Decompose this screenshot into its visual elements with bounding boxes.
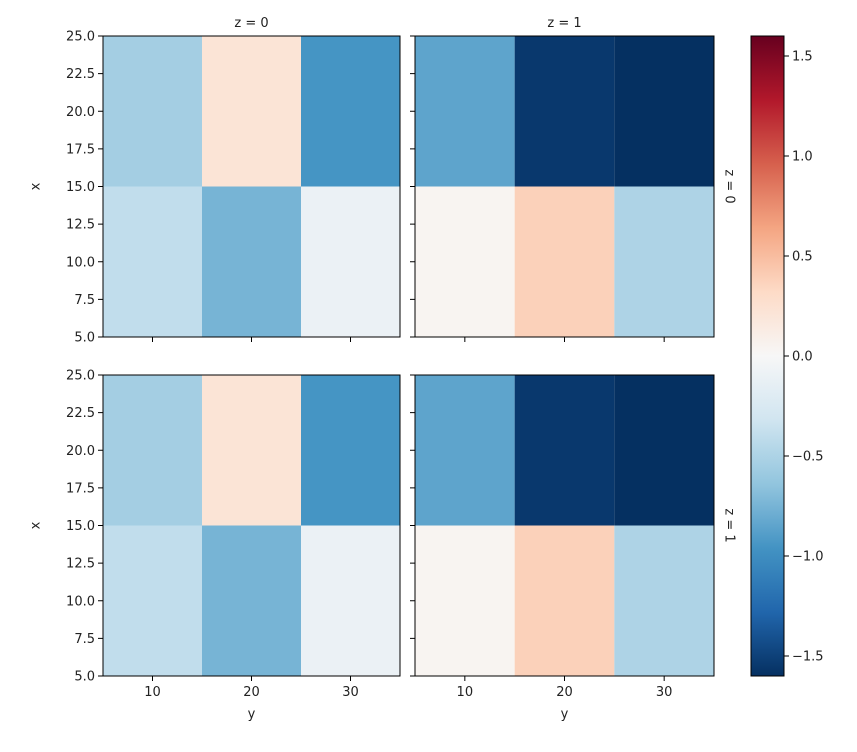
colorbar-tick-label: 1.5 xyxy=(792,50,813,65)
heatmap-cell xyxy=(614,375,714,526)
x-tick-label: 30 xyxy=(342,685,359,700)
x-tick-label: 30 xyxy=(656,685,673,700)
y-axis-label: x xyxy=(29,182,44,190)
heatmap-cell xyxy=(202,525,301,676)
heatmap-cell xyxy=(103,375,202,526)
facet-column-title: z = 0 xyxy=(234,16,268,31)
y-tick-label: 20.0 xyxy=(66,444,95,459)
y-tick-label: 17.5 xyxy=(66,481,95,496)
y-tick-label: 20.0 xyxy=(66,105,95,120)
heatmap-cell xyxy=(103,186,202,337)
x-tick-label: 20 xyxy=(243,685,260,700)
y-tick-label: 25.0 xyxy=(66,30,95,45)
colorbar-tick-label: 0.5 xyxy=(792,250,813,265)
x-axis-label: y xyxy=(561,707,569,722)
facet-column-title: z = 1 xyxy=(547,16,581,31)
colorbar-tick-label: 1.0 xyxy=(792,150,813,165)
y-tick-label: 15.0 xyxy=(66,180,95,195)
heatmap-cell xyxy=(202,375,301,526)
y-tick-label: 10.0 xyxy=(66,594,95,609)
colorbar xyxy=(750,35,785,677)
heatmap-cell xyxy=(614,36,714,187)
heatmap-cell xyxy=(301,36,400,187)
heatmap-cell xyxy=(614,186,714,337)
colorbar-tick-label: −1.0 xyxy=(792,550,824,565)
y-tick-label: 10.0 xyxy=(66,255,95,270)
y-tick-label: 17.5 xyxy=(66,142,95,157)
x-axis-label: y xyxy=(248,707,256,722)
heatmap-cell xyxy=(301,186,400,337)
heatmap-cell xyxy=(614,525,714,676)
heatmap-cell xyxy=(415,186,515,337)
heatmap-cell xyxy=(415,525,515,676)
heatmap-cell xyxy=(202,186,301,337)
y-axis-label: x xyxy=(29,521,44,529)
facet-row-title: z = 1 xyxy=(722,508,737,542)
colorbar-tick-label: −0.5 xyxy=(792,450,824,465)
heatmap-cell xyxy=(103,525,202,676)
heatmap-cell xyxy=(514,525,615,676)
y-tick-label: 5.0 xyxy=(74,331,95,346)
y-tick-label: 7.5 xyxy=(74,293,95,308)
heatmap-cell xyxy=(514,375,615,526)
y-tick-label: 22.5 xyxy=(66,406,95,421)
x-tick-label: 10 xyxy=(144,685,161,700)
x-tick-label: 20 xyxy=(556,685,573,700)
heatmap-cell xyxy=(202,36,301,187)
x-tick-label: 10 xyxy=(457,685,474,700)
facet-row-title: z = 0 xyxy=(722,169,737,203)
heatmap-cell xyxy=(514,186,615,337)
heatmap-cell xyxy=(415,36,515,187)
heatmap-cell xyxy=(301,525,400,676)
y-tick-label: 7.5 xyxy=(74,632,95,647)
y-tick-label: 25.0 xyxy=(66,369,95,384)
y-tick-label: 12.5 xyxy=(66,218,95,233)
colorbar-tick-label: −1.5 xyxy=(792,650,824,665)
heatmap-cell xyxy=(514,36,615,187)
heatmap-cell xyxy=(301,375,400,526)
heatmap-cell xyxy=(415,375,515,526)
heatmap-cell xyxy=(103,36,202,187)
y-tick-label: 12.5 xyxy=(66,557,95,572)
y-tick-label: 15.0 xyxy=(66,519,95,534)
colorbar-tick-label: 0.0 xyxy=(792,350,813,365)
y-tick-label: 5.0 xyxy=(74,670,95,685)
y-tick-label: 22.5 xyxy=(66,67,95,82)
